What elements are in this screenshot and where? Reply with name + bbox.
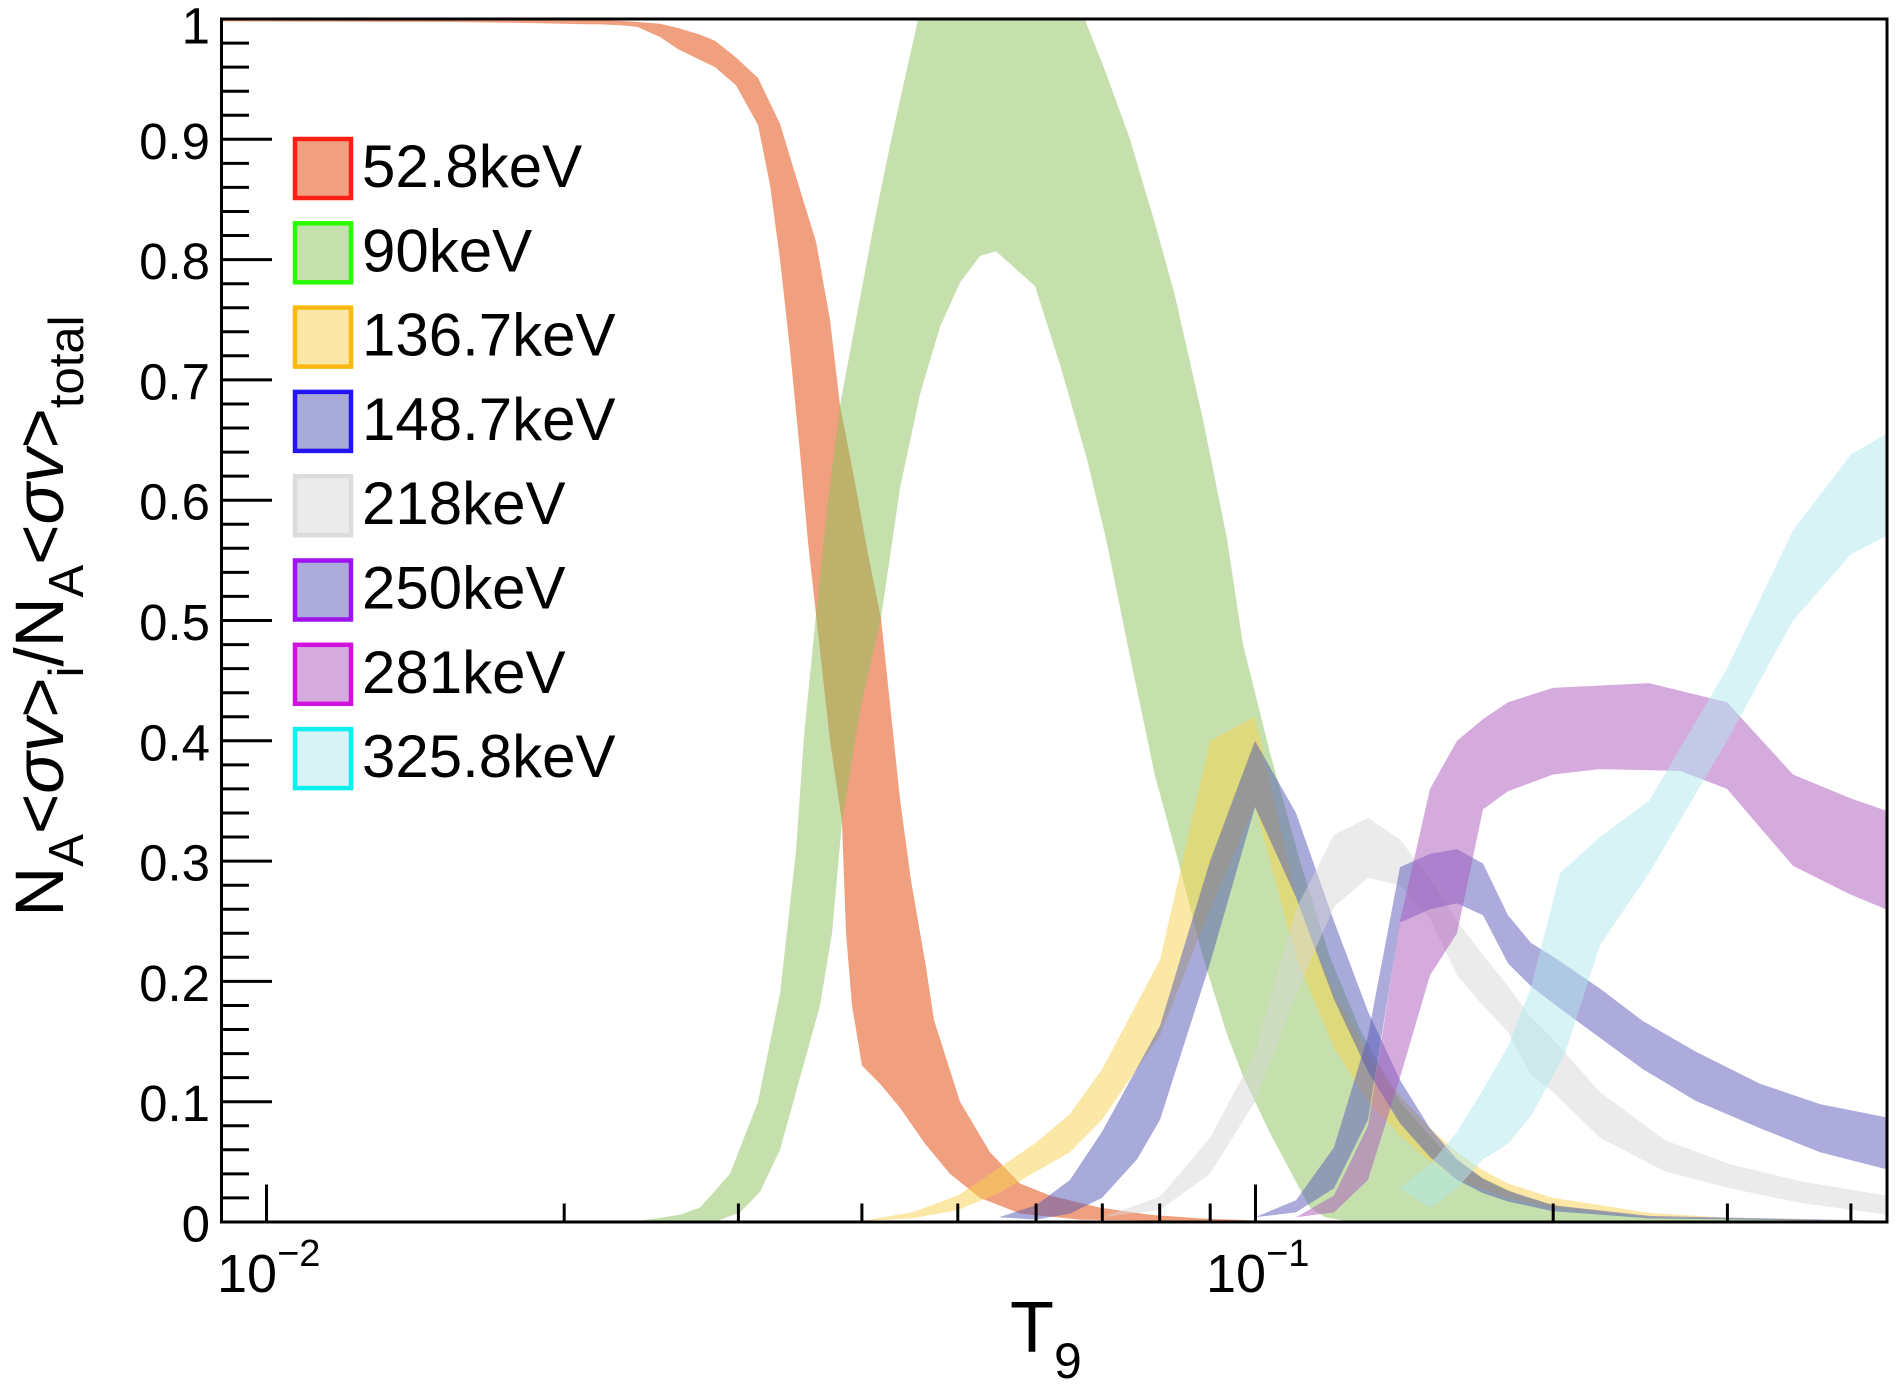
svg-text:218keV: 218keV bbox=[362, 470, 566, 537]
svg-text:281keV: 281keV bbox=[362, 639, 566, 706]
svg-text:0.3: 0.3 bbox=[139, 835, 210, 892]
svg-text:0.9: 0.9 bbox=[139, 113, 210, 170]
svg-text:0.5: 0.5 bbox=[139, 594, 210, 651]
svg-text:0.1: 0.1 bbox=[139, 1075, 210, 1132]
svg-text:90keV: 90keV bbox=[362, 217, 532, 284]
svg-text:0.4: 0.4 bbox=[139, 714, 210, 771]
svg-text:0.6: 0.6 bbox=[139, 474, 210, 531]
svg-text:325.8keV: 325.8keV bbox=[362, 723, 616, 790]
svg-text:0: 0 bbox=[182, 1196, 210, 1253]
svg-text:0.2: 0.2 bbox=[139, 955, 210, 1012]
svg-text:1: 1 bbox=[182, 0, 210, 55]
svg-text:250keV: 250keV bbox=[362, 555, 566, 622]
svg-text:0.8: 0.8 bbox=[139, 233, 210, 290]
svg-text:0.7: 0.7 bbox=[139, 353, 210, 410]
svg-text:136.7keV: 136.7keV bbox=[362, 302, 616, 369]
svg-text:52.8keV: 52.8keV bbox=[362, 133, 582, 200]
svg-text:148.7keV: 148.7keV bbox=[362, 386, 616, 453]
